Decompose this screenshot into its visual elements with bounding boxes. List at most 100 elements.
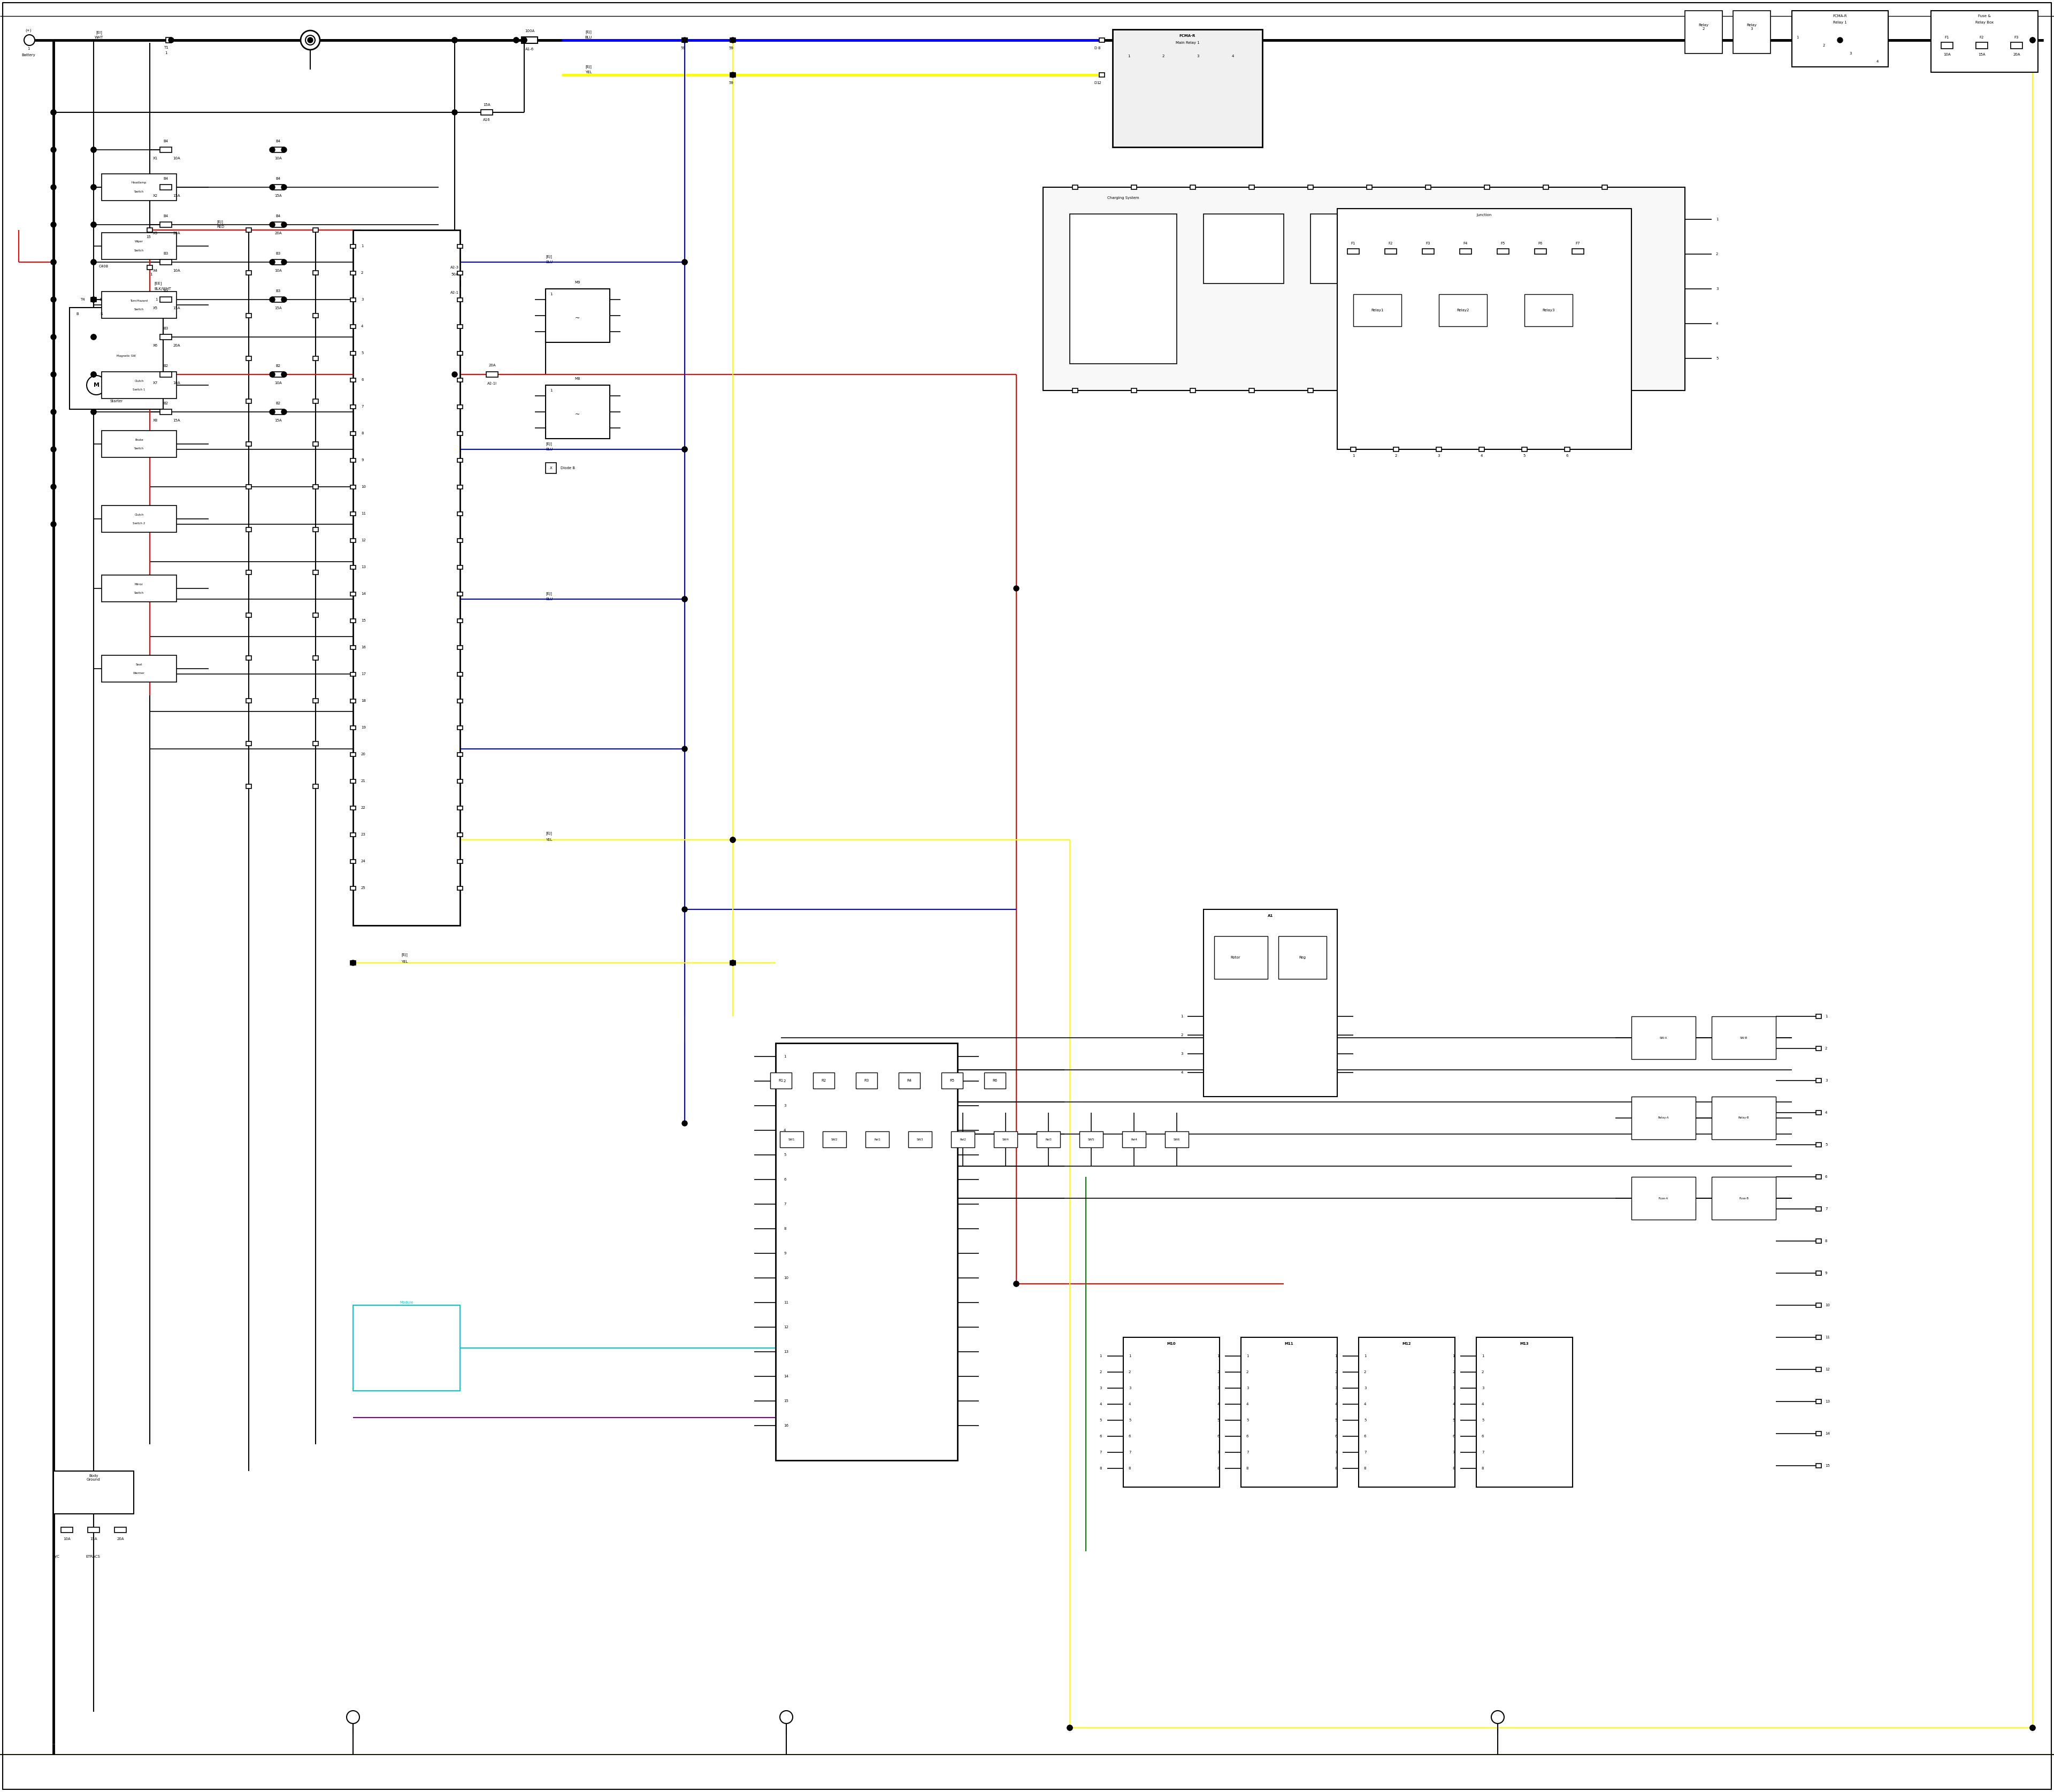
Bar [729, 961, 735, 966]
Text: Relay3: Relay3 [1543, 308, 1555, 312]
Text: 13: 13 [785, 1349, 789, 1353]
Bar [1684, 11, 1723, 54]
Bar [312, 613, 318, 616]
Text: [EJ]: [EJ] [546, 254, 553, 258]
Text: 4: 4 [785, 1129, 787, 1133]
Bar [351, 753, 355, 756]
Text: Reg: Reg [1298, 955, 1306, 959]
Bar [312, 742, 318, 745]
Bar [458, 486, 462, 489]
Text: 6: 6 [1218, 1435, 1220, 1437]
Bar [900, 1073, 920, 1088]
Circle shape [682, 260, 688, 265]
Bar [166, 38, 170, 43]
Bar [458, 405, 462, 409]
Text: 8: 8 [785, 1228, 787, 1231]
Text: 4: 4 [1481, 453, 1483, 457]
Text: Switch: Switch [134, 190, 144, 194]
Bar [1816, 1176, 1822, 1179]
Text: [EJ]: [EJ] [546, 591, 553, 595]
Bar [1043, 186, 1684, 391]
Bar [1366, 185, 1372, 190]
Circle shape [729, 961, 735, 966]
Bar [351, 591, 355, 595]
Circle shape [269, 371, 275, 376]
Bar [1602, 185, 1608, 190]
Bar [458, 645, 462, 649]
Bar [458, 538, 462, 543]
Bar [160, 185, 173, 190]
Bar [312, 400, 318, 403]
Text: B2: B2 [275, 401, 281, 405]
Circle shape [351, 961, 355, 966]
Text: X: X [550, 466, 553, 470]
Bar [160, 147, 173, 152]
Circle shape [90, 185, 97, 190]
Circle shape [514, 38, 520, 43]
Text: A2-1I: A2-1I [487, 382, 497, 385]
Bar [351, 405, 355, 409]
Bar [351, 564, 355, 568]
Text: 4: 4 [362, 324, 364, 328]
Text: Relay
2: Relay 2 [1699, 23, 1709, 30]
Bar [160, 409, 173, 414]
Bar [312, 314, 318, 317]
Circle shape [90, 297, 97, 303]
Text: 5: 5 [1826, 1143, 1828, 1147]
Bar [546, 462, 557, 473]
Text: [EJ]: [EJ] [546, 443, 553, 446]
Text: R2: R2 [822, 1079, 826, 1082]
Text: Switch: Switch [134, 308, 144, 310]
Bar [1132, 389, 1136, 392]
Text: 3: 3 [1128, 1387, 1132, 1391]
Bar [458, 780, 462, 783]
Bar [351, 672, 355, 676]
Bar [160, 335, 173, 340]
Bar [1421, 249, 1434, 254]
Circle shape [281, 147, 288, 152]
Text: Starter: Starter [111, 400, 123, 403]
Text: Mirror: Mirror [136, 582, 144, 586]
Circle shape [90, 371, 97, 376]
Text: Relay1: Relay1 [1372, 308, 1384, 312]
Text: Rel2: Rel2 [959, 1138, 965, 1142]
Bar [312, 443, 318, 446]
Text: B3: B3 [275, 253, 281, 254]
Text: 6: 6 [1099, 1435, 1101, 1437]
Bar [246, 314, 251, 317]
Text: 2: 2 [1395, 453, 1397, 457]
Text: Main Relay 1: Main Relay 1 [1175, 41, 1200, 45]
Circle shape [1491, 1711, 1504, 1724]
Text: X3: X3 [152, 231, 158, 235]
Text: 6: 6 [1247, 1435, 1249, 1437]
Text: B4: B4 [275, 177, 281, 181]
Text: 3: 3 [1715, 287, 1719, 290]
Bar [941, 1073, 963, 1088]
Circle shape [2029, 1726, 2036, 1731]
Text: F4: F4 [1462, 242, 1469, 246]
Bar [458, 564, 462, 568]
Text: Switch 2: Switch 2 [134, 521, 146, 525]
Text: YEL: YEL [546, 839, 553, 842]
Text: SW-A: SW-A [1660, 1036, 1668, 1039]
Text: ~: ~ [575, 315, 579, 321]
Circle shape [51, 260, 55, 265]
Circle shape [281, 297, 288, 303]
Text: 15A: 15A [275, 419, 281, 423]
Bar [1631, 1177, 1697, 1220]
Bar [351, 618, 355, 622]
Text: 5: 5 [1099, 1419, 1101, 1421]
Text: 6: 6 [1335, 1435, 1337, 1437]
Bar [984, 1073, 1006, 1088]
Bar [312, 699, 318, 702]
Text: B2: B2 [275, 364, 281, 367]
Text: 2: 2 [1481, 1371, 1483, 1374]
Circle shape [51, 446, 55, 452]
Bar [1734, 11, 1771, 54]
Bar [351, 324, 355, 328]
Bar [546, 289, 610, 342]
Text: 20A: 20A [117, 1538, 123, 1541]
Text: 3: 3 [1481, 1387, 1485, 1391]
Bar [351, 645, 355, 649]
Text: S: S [101, 312, 103, 315]
